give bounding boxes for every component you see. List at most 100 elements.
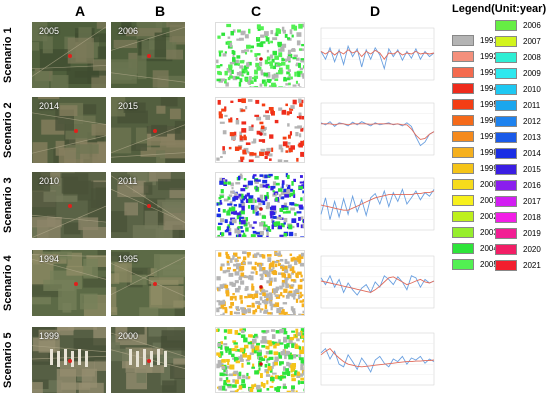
change-pixel: [258, 202, 262, 206]
change-pixel: [281, 279, 287, 284]
change-pixel: [217, 287, 220, 292]
change-pixel: [265, 293, 270, 297]
change-pixel: [292, 57, 297, 60]
change-pixel: [218, 50, 224, 53]
change-pixel: [303, 180, 304, 185]
change-pixel: [244, 194, 247, 200]
change-pixel: [296, 374, 301, 378]
legend-item: 2003: [452, 227, 508, 239]
change-pixel: [299, 86, 302, 87]
change-pixel: [226, 226, 230, 232]
change-pixel: [257, 391, 262, 392]
change-pixel: [292, 189, 295, 195]
change-pixel: [231, 187, 234, 190]
change-pixel: [252, 86, 257, 87]
change-pixel: [261, 336, 267, 342]
change-pixel: [295, 390, 298, 392]
change-pixel: [257, 28, 261, 31]
change-pixel: [225, 291, 230, 297]
road-line: [32, 26, 106, 77]
change-pixel: [266, 78, 272, 82]
legend-year-label: 2014: [523, 149, 541, 158]
change-pixel: [303, 196, 304, 201]
field-patch: [173, 300, 185, 308]
change-pixel: [236, 372, 241, 376]
change-pixel: [231, 218, 237, 224]
change-pixel: [299, 67, 304, 71]
change-pixel: [251, 141, 256, 144]
change-pixel: [226, 260, 230, 264]
change-pixel: [248, 28, 251, 34]
change-pixel: [282, 29, 286, 34]
legend-item: 1999: [452, 163, 508, 175]
change-pixel: [300, 252, 304, 257]
legend-year-label: 2003: [480, 228, 498, 237]
field-patch: [114, 262, 132, 283]
change-year-map: [216, 251, 304, 315]
legend-year-label: 1997: [480, 132, 498, 141]
image-year-label: 2006: [118, 26, 139, 36]
change-pixel: [298, 313, 302, 315]
field-patch: [174, 304, 185, 316]
legend-item: 2021: [495, 260, 550, 272]
change-pixel: [278, 69, 283, 75]
building-strip: [50, 349, 53, 365]
change-pixel: [219, 218, 225, 223]
change-pixel: [288, 192, 293, 197]
change-pixel: [262, 179, 268, 184]
change-pixel: [228, 350, 232, 355]
legend-item: 1992: [452, 51, 508, 63]
field-patch: [32, 42, 40, 51]
legend-year-label: 2012: [523, 117, 541, 126]
change-pixel: [274, 375, 279, 379]
change-pixel: [279, 234, 284, 237]
change-pixel: [277, 62, 283, 66]
change-pixel: [291, 363, 297, 368]
change-pixel: [289, 231, 294, 236]
change-pixel: [285, 261, 290, 264]
change-pixel: [289, 107, 294, 111]
change-pixel: [219, 177, 223, 183]
change-pixel: [261, 253, 264, 258]
change-pixel: [282, 383, 287, 388]
change-pixel: [223, 367, 227, 373]
change-pixel: [302, 299, 304, 303]
change-pixel: [293, 54, 298, 57]
change-pixel: [218, 287, 221, 292]
legend-swatch: [495, 148, 517, 159]
change-pixel: [278, 48, 282, 52]
change-pixel: [239, 78, 243, 83]
change-pixel: [251, 384, 255, 390]
change-pixel: [265, 374, 271, 377]
change-pixel: [299, 175, 303, 178]
change-pixel: [265, 196, 268, 202]
change-pixel: [247, 261, 252, 265]
change-pixel: [290, 145, 295, 150]
field-patch: [130, 274, 147, 285]
legend-swatch: [452, 131, 474, 142]
change-pixel: [304, 32, 305, 35]
change-pixel: [268, 342, 273, 347]
change-pixel: [243, 275, 247, 278]
field-patch: [56, 327, 74, 336]
change-pixel: [237, 63, 240, 66]
change-pixel: [292, 84, 297, 87]
change-pixel: [279, 328, 284, 334]
change-pixel: [256, 37, 261, 42]
legend-year-label: 2015: [523, 165, 541, 174]
field-patch: [148, 277, 184, 284]
change-pixel: [225, 290, 230, 294]
change-pixel: [238, 356, 244, 360]
change-pixel: [236, 256, 241, 259]
legend-year-label: 2002: [480, 212, 498, 221]
change-pixel: [244, 344, 249, 349]
change-pixel: [300, 197, 303, 202]
change-pixel: [287, 37, 291, 40]
change-pixel: [236, 215, 242, 220]
change-pixel: [235, 306, 240, 309]
field-patch: [162, 380, 177, 393]
change-pixel: [265, 351, 270, 355]
change-pixel: [254, 186, 257, 190]
change-pixel: [259, 26, 264, 31]
change-pixel: [271, 218, 274, 223]
